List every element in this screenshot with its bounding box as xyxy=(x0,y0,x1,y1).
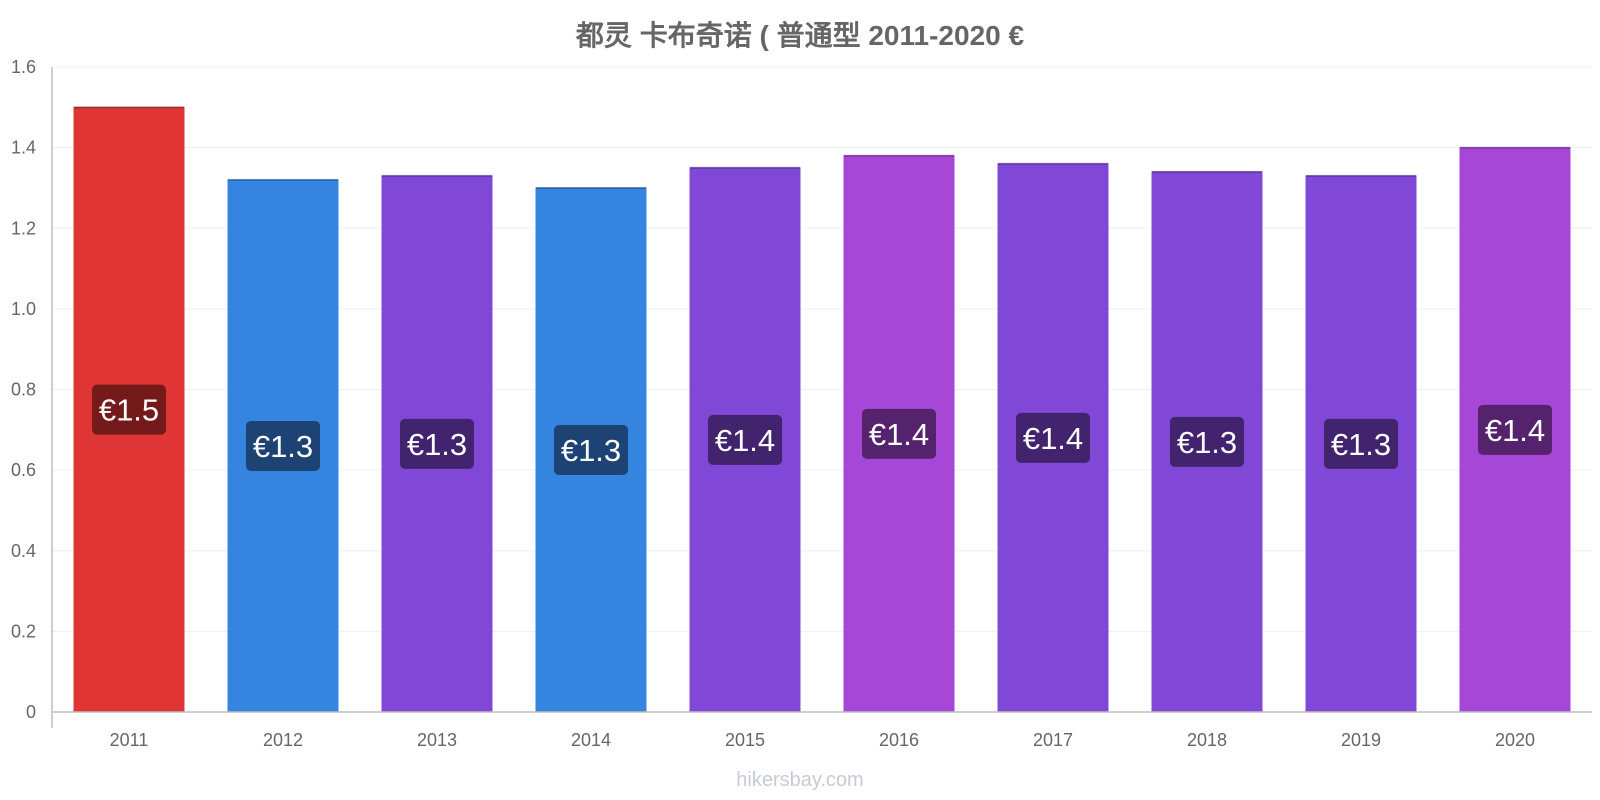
value-label: €1.3 xyxy=(253,429,313,464)
x-tick-label: 2019 xyxy=(1341,730,1381,750)
x-tick-label: 2013 xyxy=(417,730,457,750)
x-tick-label: 2012 xyxy=(263,730,303,750)
value-label-box xyxy=(400,418,474,469)
value-label-box xyxy=(1016,412,1090,463)
x-tick-label: 2014 xyxy=(571,730,611,750)
value-label: €1.3 xyxy=(561,433,621,468)
value-label: €1.4 xyxy=(869,417,929,452)
value-label-box xyxy=(1478,404,1552,455)
y-tick-label: 0.6 xyxy=(11,460,36,480)
watermark: hikersbay.com xyxy=(736,769,864,791)
value-label-box xyxy=(92,384,166,435)
value-label: €1.3 xyxy=(407,427,467,462)
value-label-box xyxy=(1324,418,1398,469)
bars xyxy=(73,106,1571,713)
chart-title: 都灵 卡布奇诺 ( 普通型 2011-2020 € xyxy=(575,20,1025,51)
value-label: €1.4 xyxy=(1023,421,1083,456)
value-labels: €1.5 €1.3 €1.3 €1.3 €1.4 €1.4 €1.4 €1.3 €1.3 €1.4 xyxy=(92,384,1552,475)
x-tick-label: 2018 xyxy=(1187,730,1227,750)
x-tick-label: 2017 xyxy=(1033,730,1073,750)
x-tick-label: 2015 xyxy=(725,730,765,750)
value-label: €1.4 xyxy=(715,423,775,458)
x-tick-label: 2016 xyxy=(879,730,919,750)
y-tick-label: 0.4 xyxy=(11,541,36,561)
y-tick-label: 0 xyxy=(26,702,36,722)
y-tick-label: 1.6 xyxy=(11,57,36,77)
x-tick-label: 2011 xyxy=(110,730,149,750)
y-tick-label: 1.0 xyxy=(11,299,36,319)
value-label-box xyxy=(246,420,320,471)
value-label-box xyxy=(862,408,936,459)
x-tick-label: 2020 xyxy=(1495,730,1535,750)
y-tick-label: 1.2 xyxy=(11,218,36,238)
value-label: €1.5 xyxy=(99,393,159,428)
value-label-box xyxy=(708,414,782,465)
axes: 0 0.2 0.4 0.6 0.8 1.0 1.2 1.4 1.6 2011 2012 2013 201… xyxy=(11,57,1592,750)
y-tick-label: 0.2 xyxy=(11,621,36,641)
value-label-box xyxy=(554,424,628,475)
y-tick-label: 0.8 xyxy=(11,380,36,400)
value-label: €1.3 xyxy=(1331,427,1391,462)
value-label: €1.4 xyxy=(1485,413,1545,448)
y-tick-label: 1.4 xyxy=(11,138,36,158)
value-label: €1.3 xyxy=(1177,425,1237,460)
value-label-box xyxy=(1170,416,1244,467)
